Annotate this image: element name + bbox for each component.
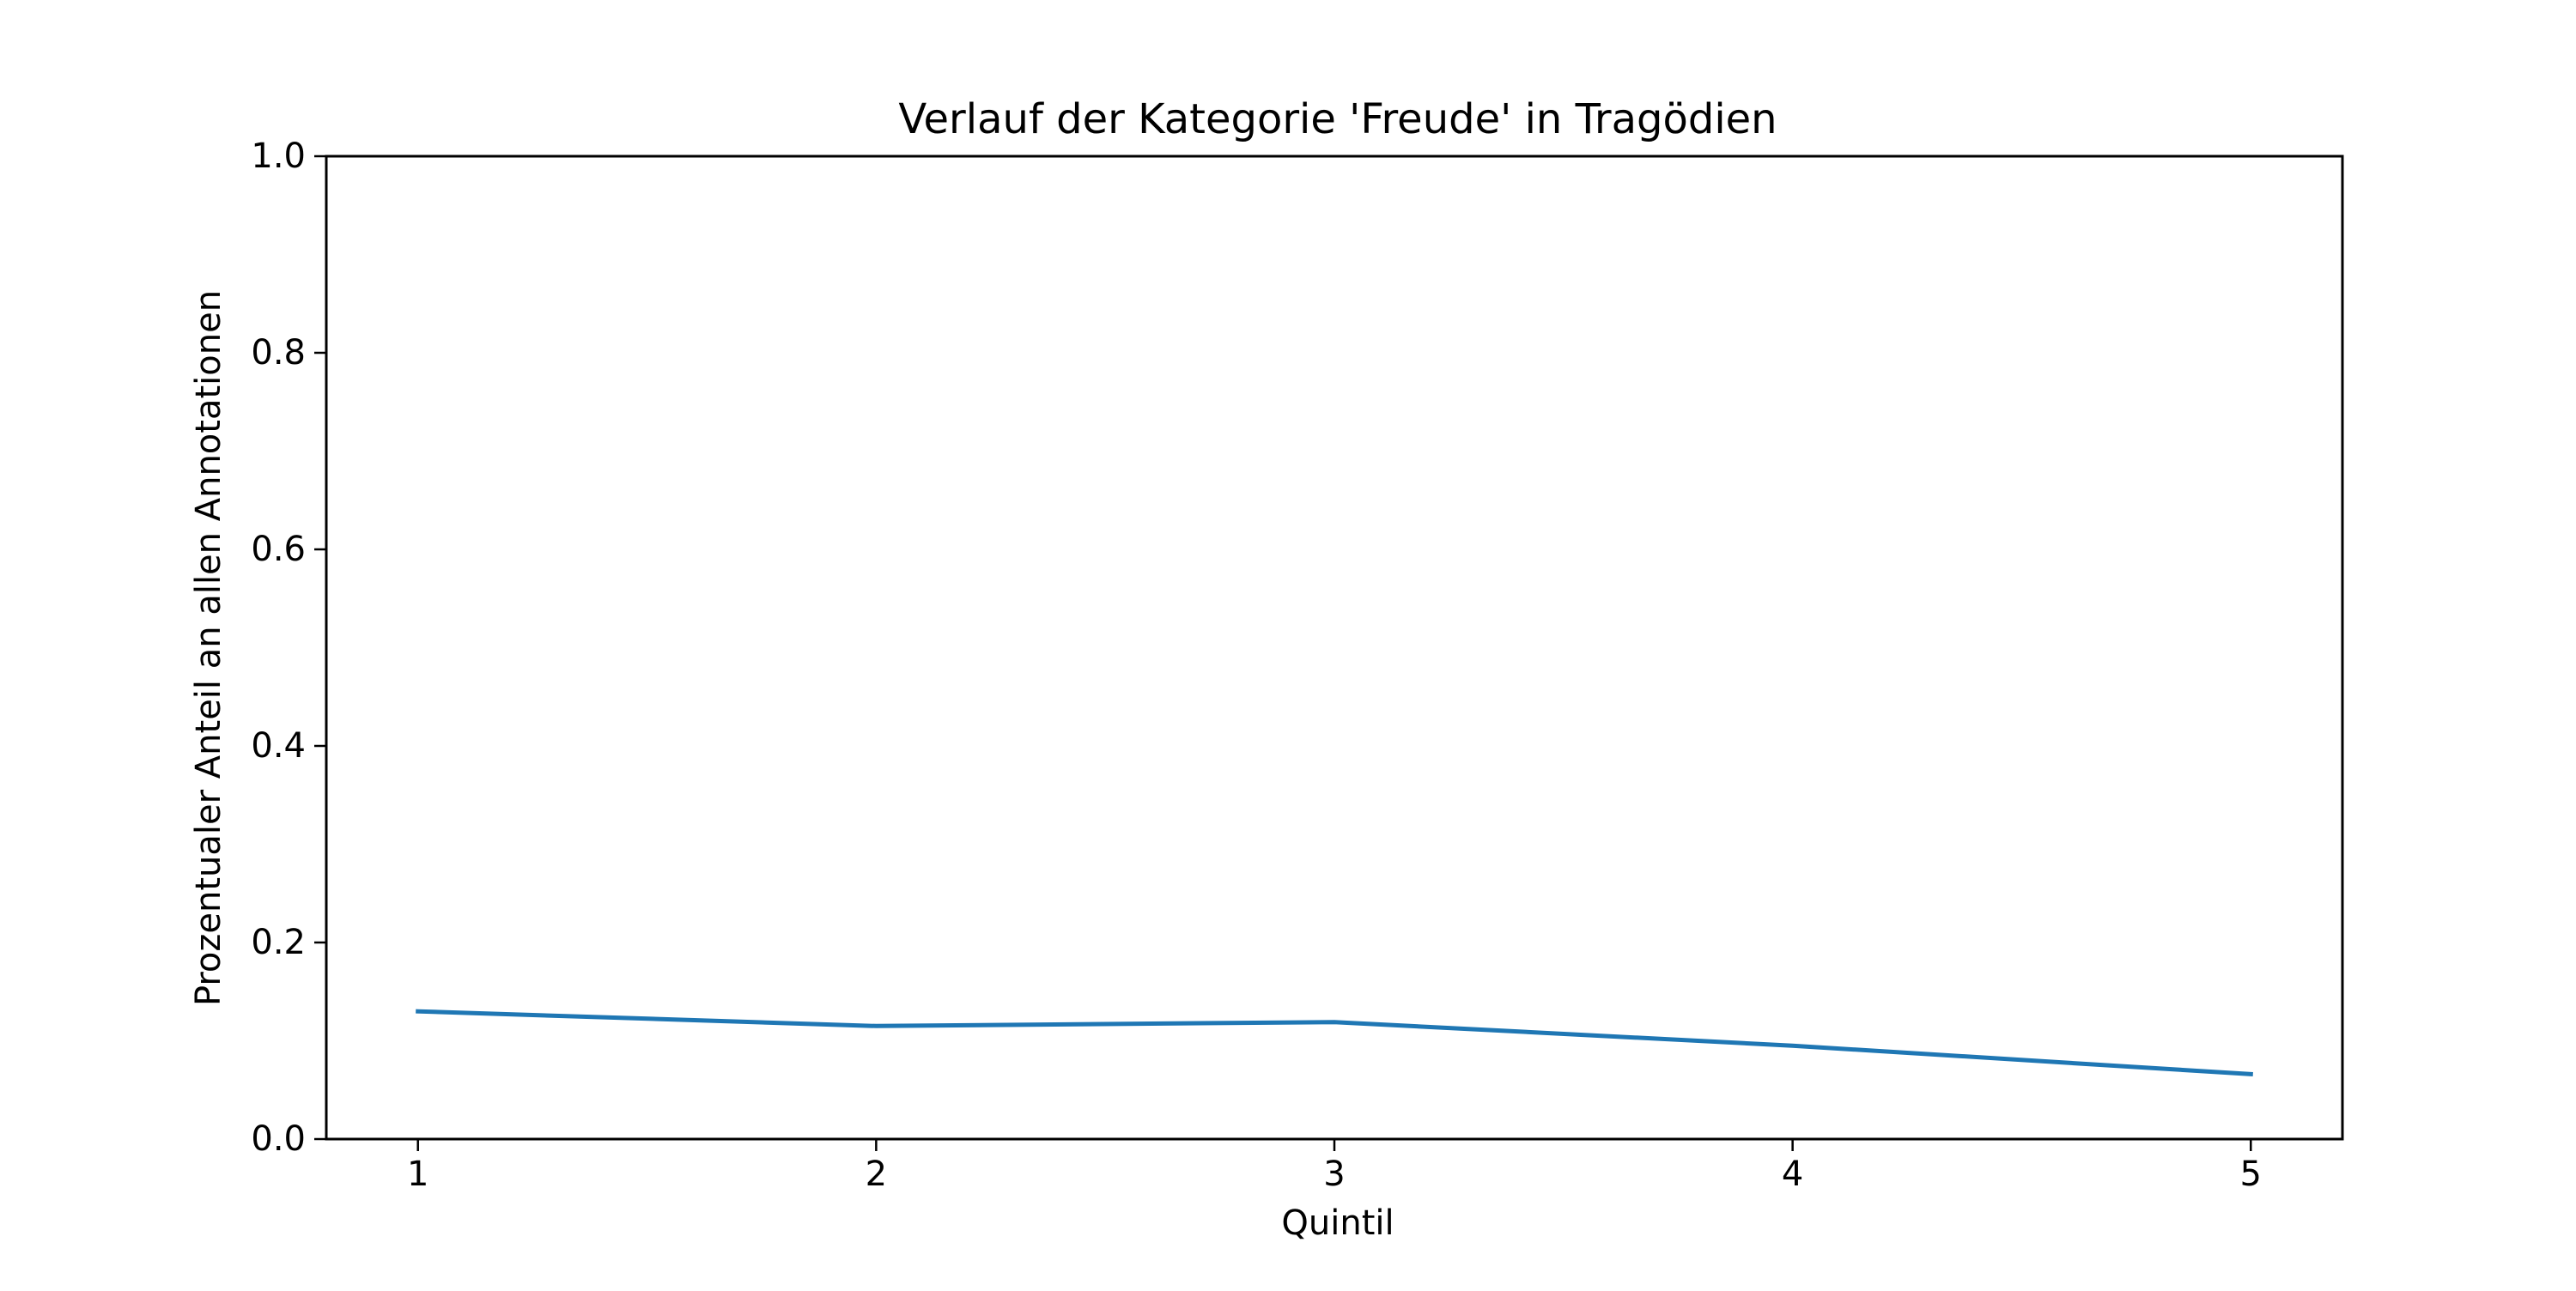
y-tick-label: 1.0 [251,136,306,176]
series-layer [416,1009,2253,1077]
y-axis-label: Prozentualer Anteil an allen Annotatione… [189,290,228,1006]
plot-border [325,155,2344,1141]
series-line [416,1009,2253,1077]
y-tick-label: 0.4 [251,726,306,766]
y-axis: 0.0 0.2 0.4 0.6 0.8 1.0 [251,136,326,1159]
x-tick-label: 5 [2240,1155,2262,1194]
y-tick-label: 0.6 [251,530,306,569]
y-tick-label: 0.2 [251,923,306,962]
y-tick-label: 0.8 [251,333,306,373]
chart-title: Verlauf der Kategorie 'Freude' in Tragöd… [898,95,1777,143]
y-tick-label: 0.0 [251,1119,306,1159]
x-tick-label: 3 [1323,1155,1345,1194]
x-tick-label: 1 [407,1155,428,1194]
x-tick-label: 4 [1782,1155,1803,1194]
plot-frame [325,155,2344,1141]
x-tick-label: 2 [866,1155,887,1194]
x-axis-label: Quintil [1281,1203,1394,1243]
x-axis: 1 2 3 4 5 [407,1139,2262,1194]
